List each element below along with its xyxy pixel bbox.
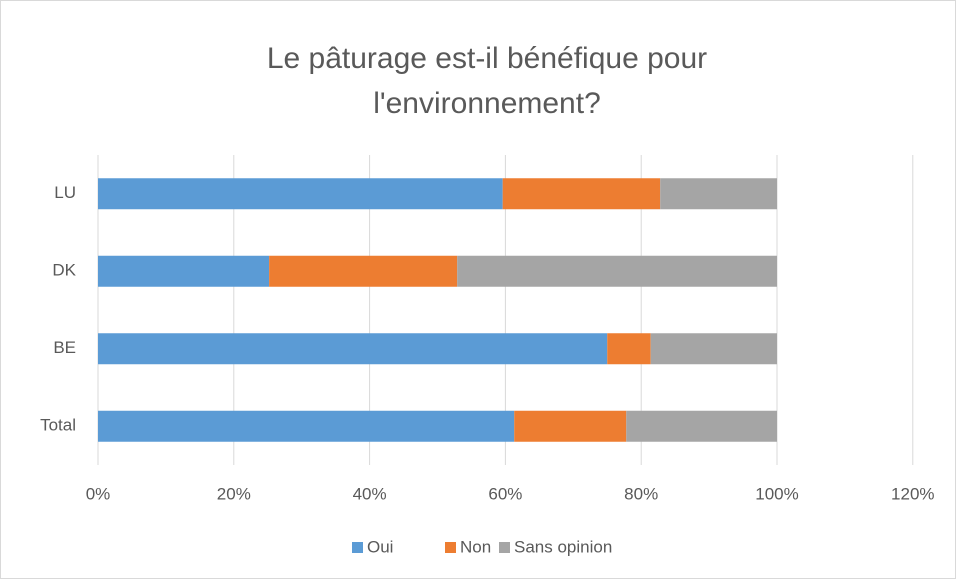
bar-segment bbox=[98, 333, 608, 365]
x-tick-label: 20% bbox=[217, 484, 251, 503]
legend-label: Non bbox=[460, 537, 491, 556]
legend-swatch bbox=[499, 542, 510, 553]
bar-segment bbox=[607, 333, 651, 365]
x-tick-label: 100% bbox=[755, 484, 798, 503]
y-tick-label: BE bbox=[53, 338, 76, 357]
legend-swatch bbox=[352, 542, 363, 553]
x-tick-label: 80% bbox=[624, 484, 658, 503]
bar-segment bbox=[650, 333, 777, 365]
bar-segment bbox=[98, 255, 270, 287]
y-tick-label: Total bbox=[40, 416, 76, 435]
bar-segment bbox=[514, 410, 627, 442]
y-tick-label: LU bbox=[54, 183, 76, 202]
bar-segment bbox=[98, 410, 515, 442]
bar-segment bbox=[502, 178, 661, 210]
legend-swatch bbox=[445, 542, 456, 553]
bar-segment bbox=[660, 178, 777, 210]
x-tick-label: 120% bbox=[891, 484, 934, 503]
chart-title: l'environnement? bbox=[373, 87, 601, 120]
chart-title: Le pâturage est-il bénéfique pour bbox=[267, 42, 707, 75]
legend-label: Oui bbox=[367, 537, 393, 556]
bar-segment bbox=[626, 410, 777, 442]
bar-segment bbox=[98, 178, 503, 210]
bar-segment bbox=[457, 255, 777, 287]
x-tick-label: 60% bbox=[488, 484, 522, 503]
x-tick-label: 40% bbox=[353, 484, 387, 503]
legend-label: Sans opinion bbox=[514, 537, 612, 556]
x-tick-label: 0% bbox=[86, 484, 111, 503]
y-tick-label: DK bbox=[52, 261, 76, 280]
bar-segment bbox=[269, 255, 458, 287]
